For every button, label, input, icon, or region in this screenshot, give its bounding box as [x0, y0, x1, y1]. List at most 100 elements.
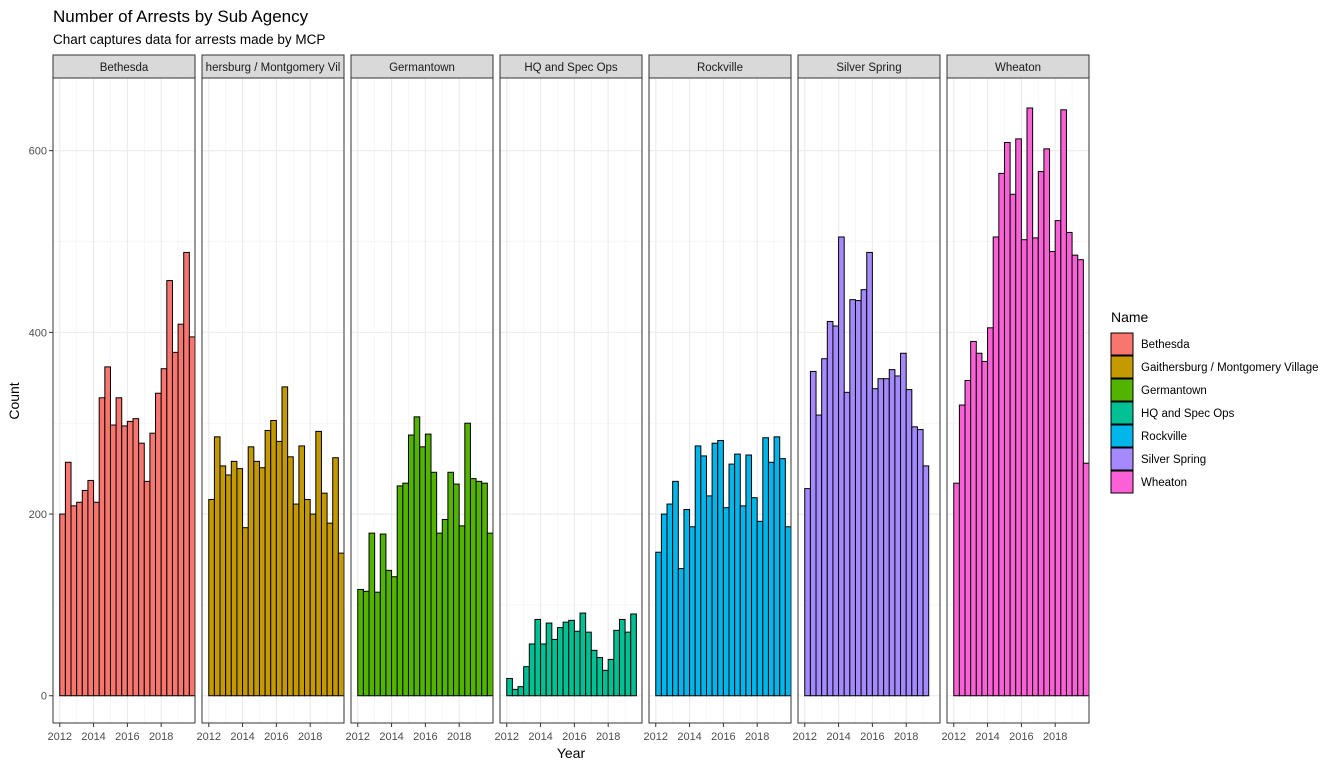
- bar: [784, 526, 792, 697]
- bar: [160, 368, 168, 697]
- bar: [264, 429, 272, 697]
- x-tick-label: 2012: [48, 731, 72, 743]
- bar: [804, 488, 811, 697]
- bar: [208, 499, 215, 697]
- bar: [213, 436, 221, 697]
- bar: [287, 456, 294, 697]
- legend-label: Gaithersburg / Montgomery Village: [1141, 362, 1319, 374]
- bar: [826, 320, 834, 697]
- bar: [236, 468, 244, 697]
- bar: [854, 300, 862, 697]
- facet-strip-label: Rockville: [697, 62, 743, 74]
- bar: [326, 522, 334, 697]
- bar: [756, 520, 764, 697]
- facet-strip: [52, 54, 196, 79]
- bar: [1077, 259, 1084, 697]
- bar: [975, 352, 983, 697]
- legend-label: Rockville: [1141, 431, 1187, 443]
- chart-subtitle: Chart captures data for arrests made by …: [53, 32, 325, 47]
- facet-panel: Wheaton 2012 2014 2016 2018: [942, 54, 1090, 743]
- bar: [332, 457, 339, 697]
- bar: [809, 370, 817, 697]
- bar: [523, 666, 530, 697]
- bar: [866, 251, 873, 697]
- bar: [1043, 148, 1051, 697]
- bar: [320, 492, 328, 697]
- bar: [436, 532, 443, 697]
- bar: [93, 501, 100, 697]
- bar: [613, 629, 620, 697]
- bar: [700, 455, 707, 697]
- bar: [916, 429, 924, 697]
- facet-panel: hersburg / Montgomery Vil 2012 2014 2016 201…: [197, 54, 345, 743]
- x-tick-label: 2012: [644, 731, 668, 743]
- bar: [958, 404, 966, 697]
- bar: [247, 446, 255, 697]
- x-tick-label: 2014: [81, 731, 105, 743]
- bar: [672, 480, 679, 697]
- x-tick-label: 2012: [495, 731, 519, 743]
- bar: [666, 503, 674, 697]
- facet-strip: [797, 54, 941, 79]
- bar: [655, 551, 662, 697]
- bar: [992, 236, 1000, 697]
- x-tick-label: 2014: [677, 731, 701, 743]
- legend-key: [1110, 355, 1134, 379]
- bar: [357, 588, 364, 697]
- legend: Name Bethesda Gaithersburg / Montgomery V…: [1110, 309, 1319, 494]
- x-tick-label: 2014: [975, 731, 999, 743]
- facet-panel: HQ and Spec Ops 2012 2014 2016 2018: [495, 54, 643, 743]
- x-tick-label: 2016: [264, 731, 288, 743]
- bar: [149, 432, 157, 697]
- bar: [734, 453, 741, 697]
- bar: [579, 612, 587, 697]
- bar: [705, 495, 713, 697]
- x-tick-label: 2018: [1043, 731, 1067, 743]
- bar: [1065, 231, 1073, 697]
- bar: [258, 467, 266, 697]
- bar: [177, 323, 185, 697]
- bar: [98, 397, 106, 697]
- bar: [121, 425, 128, 697]
- bar: [871, 388, 879, 697]
- x-tick-label: 2018: [894, 731, 918, 743]
- bar: [315, 430, 322, 697]
- bar: [573, 630, 581, 697]
- bar: [717, 439, 724, 697]
- x-tick-label: 2012: [346, 731, 370, 743]
- bar: [556, 627, 564, 697]
- x-tick-label: 2016: [115, 731, 139, 743]
- bar: [767, 461, 775, 697]
- facet-strip-label: Silver Spring: [836, 62, 901, 74]
- bar: [922, 465, 930, 697]
- bar: [911, 426, 918, 697]
- facet-panel: Silver Spring 2012 2014 2016 2018: [793, 54, 941, 743]
- bar: [126, 420, 134, 697]
- x-tick-label: 2016: [711, 731, 735, 743]
- bar: [81, 489, 89, 697]
- y-axis: 0 200 400 600: [29, 146, 53, 703]
- bar: [689, 526, 696, 697]
- bar: [1054, 220, 1062, 697]
- facet-strip: [350, 54, 494, 79]
- bar: [1049, 251, 1056, 697]
- bar: [132, 418, 140, 697]
- bar: [596, 657, 604, 697]
- bar: [1026, 107, 1034, 697]
- bar: [368, 532, 376, 697]
- facet-strip: [946, 54, 1090, 79]
- bar: [728, 463, 736, 697]
- bar: [602, 669, 609, 697]
- x-tick-label: 2018: [596, 731, 620, 743]
- facet-strip-label: HQ and Spec Ops: [524, 62, 618, 74]
- x-tick-label: 2014: [230, 731, 254, 743]
- bar: [104, 366, 111, 697]
- bar: [171, 351, 179, 697]
- bar: [970, 340, 977, 697]
- x-tick-label: 2016: [860, 731, 884, 743]
- bar: [838, 236, 845, 697]
- x-tick-label: 2012: [942, 731, 966, 743]
- bar: [568, 619, 575, 697]
- bar: [585, 631, 592, 697]
